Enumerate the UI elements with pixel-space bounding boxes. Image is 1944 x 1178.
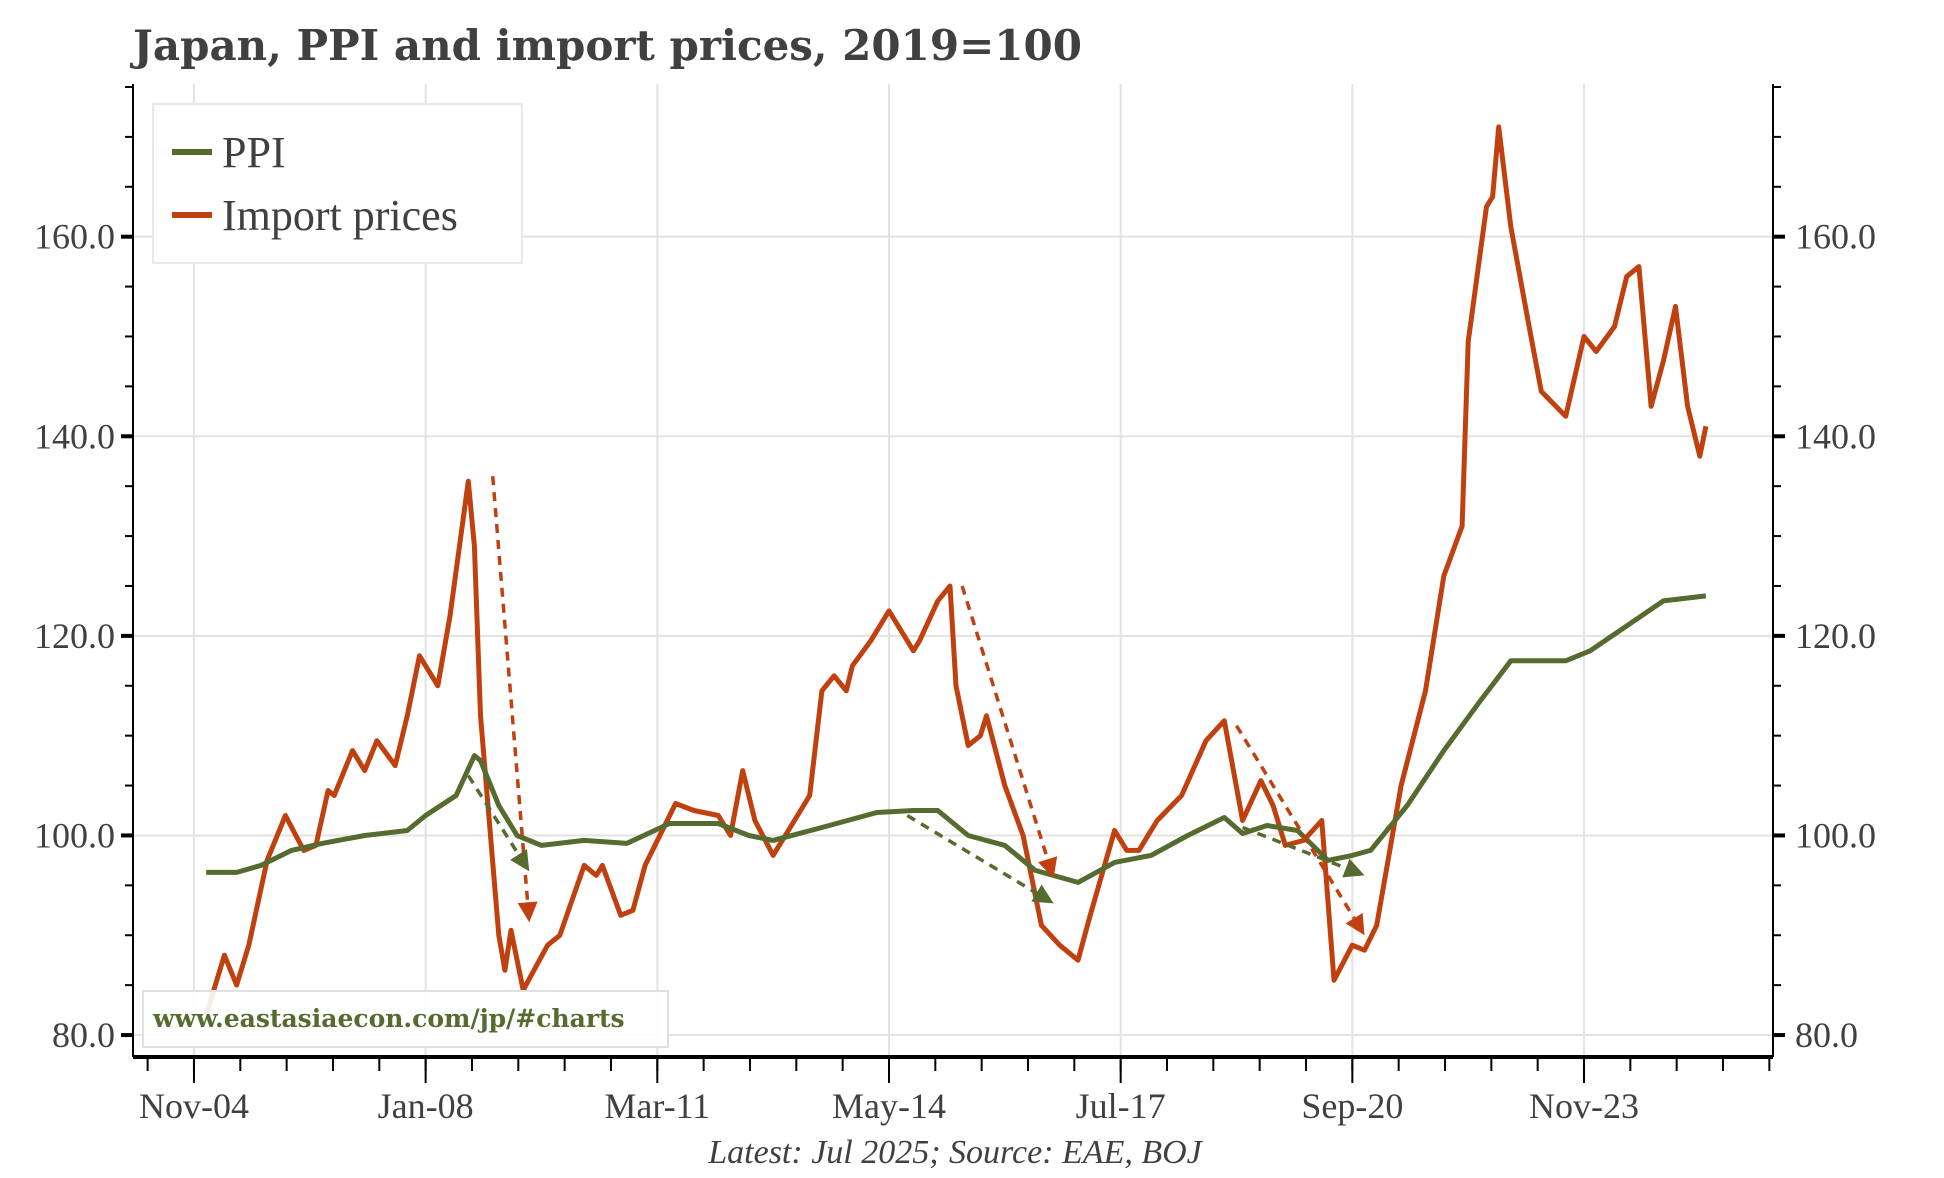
y-tick-label-right: 120.0 bbox=[1795, 616, 1876, 656]
x-tick-label: Sep-20 bbox=[1301, 1086, 1403, 1126]
legend: PPI Import prices bbox=[152, 103, 523, 264]
legend-label-ppi: PPI bbox=[222, 128, 286, 177]
axes: 80.0 80.0 100.0 100.0 120.0 120.0 140.0 140.0 16… bbox=[34, 84, 1876, 1126]
x-tick-label: Jan-08 bbox=[378, 1086, 474, 1126]
legend-label-import-prices: Import prices bbox=[222, 191, 458, 240]
x-tick-label: Jul-17 bbox=[1076, 1086, 1166, 1126]
annotation-arrowhead bbox=[510, 849, 530, 872]
y-tick-label-left: 80.0 bbox=[52, 1015, 115, 1055]
y-tick-label-left: 160.0 bbox=[34, 217, 115, 257]
annotation-arrowhead bbox=[1345, 912, 1365, 936]
series-lines bbox=[203, 124, 1709, 1016]
y-tick-label-left: 120.0 bbox=[34, 616, 115, 656]
y-tick-label-left: 100.0 bbox=[34, 815, 115, 855]
annotation-arrowhead bbox=[1342, 858, 1365, 878]
y-tick-label-right: 160.0 bbox=[1795, 217, 1876, 257]
x-tick-label: Nov-04 bbox=[139, 1086, 249, 1126]
y-tick-label-left: 140.0 bbox=[34, 416, 115, 456]
watermark-box bbox=[142, 990, 669, 1048]
y-tick-label-right: 140.0 bbox=[1795, 416, 1876, 456]
legend-box bbox=[152, 103, 523, 264]
y-tick-label-right: 80.0 bbox=[1795, 1015, 1858, 1055]
watermark: www.eastasiaecon.com/jp/#charts bbox=[142, 990, 669, 1048]
chart-footer: Latest: Jul 2025; Source: EAE, BOJ bbox=[707, 1134, 1203, 1171]
series-line-import-prices bbox=[203, 124, 1709, 1016]
annotation-arrowhead bbox=[517, 901, 538, 923]
annotation-dashed-line bbox=[1235, 724, 1356, 920]
watermark-text: www.eastasiaecon.com/jp/#charts bbox=[152, 1004, 625, 1033]
y-tick-label-right: 100.0 bbox=[1795, 815, 1876, 855]
annotation-dashed-line bbox=[1241, 825, 1347, 870]
x-tick-label: Mar-11 bbox=[604, 1086, 710, 1126]
annotation-arrowhead bbox=[1038, 856, 1058, 879]
annotation-arrowhead bbox=[1031, 884, 1054, 904]
x-tick-label: May-14 bbox=[832, 1086, 946, 1126]
series-line-ppi bbox=[206, 593, 1707, 885]
annotation-dashed-line bbox=[960, 585, 1050, 860]
x-tick-label: Nov-23 bbox=[1529, 1086, 1639, 1126]
annotation-dashed-line bbox=[490, 476, 530, 903]
chart-title: Japan, PPI and import prices, 2019=100 bbox=[129, 21, 1082, 70]
annotations bbox=[466, 476, 1365, 936]
